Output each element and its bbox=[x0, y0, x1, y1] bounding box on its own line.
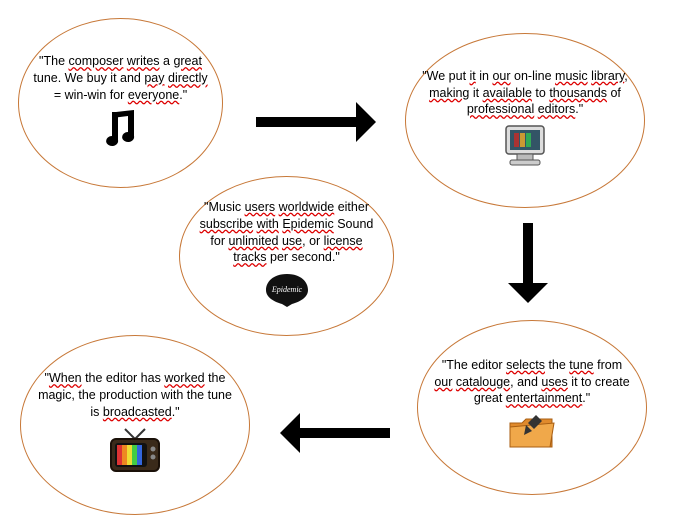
arrow-right bbox=[256, 102, 376, 142]
arrow-down bbox=[508, 223, 548, 303]
flow-node-editor: "The editor selects the tune from our ca… bbox=[417, 320, 647, 495]
node-text: "The editor selects the tune from our ca… bbox=[432, 357, 632, 408]
flow-node-subscribe: "Music users worldwide either subscribe … bbox=[179, 176, 394, 336]
arrow-left bbox=[280, 413, 390, 453]
computer-icon bbox=[500, 124, 550, 173]
flow-node-library: "We put it in our on-line music library,… bbox=[405, 33, 645, 208]
node-text: "We put it in our on-line music library,… bbox=[420, 68, 630, 119]
node-text: "When the editor has worked the magic, t… bbox=[35, 370, 235, 421]
flow-node-broadcast: "When the editor has worked the magic, t… bbox=[20, 335, 250, 515]
svg-text:Epidemic: Epidemic bbox=[270, 285, 302, 294]
folder-icon bbox=[506, 413, 558, 458]
node-text: "Music users worldwide either subscribe … bbox=[194, 199, 379, 267]
node-text: "The composer writes a great tune. We bu… bbox=[33, 53, 208, 104]
epidemic-logo-icon: Epidemic bbox=[264, 272, 310, 313]
tv-icon bbox=[107, 427, 163, 480]
flow-node-composer: "The composer writes a great tune. We bu… bbox=[18, 18, 223, 188]
music-note-icon bbox=[104, 110, 138, 153]
